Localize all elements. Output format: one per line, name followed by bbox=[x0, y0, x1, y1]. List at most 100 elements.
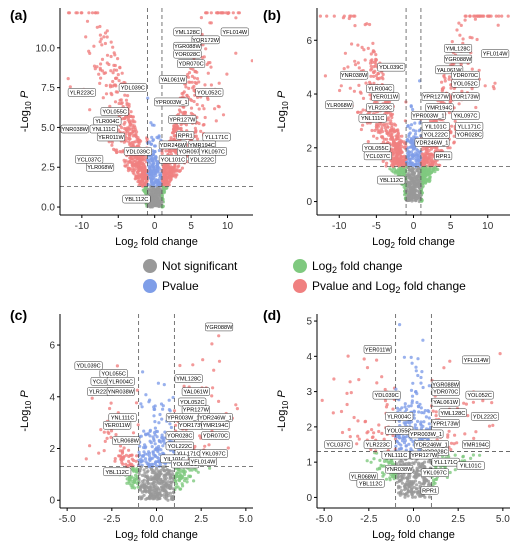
data-point bbox=[207, 443, 211, 447]
data-point bbox=[381, 159, 385, 163]
data-point bbox=[95, 65, 99, 69]
data-point bbox=[391, 475, 395, 479]
data-point bbox=[361, 96, 366, 100]
data-point bbox=[421, 385, 425, 390]
data-point bbox=[421, 424, 425, 428]
data-point bbox=[381, 136, 385, 140]
data-point bbox=[136, 485, 140, 489]
gene-label: YMR194C bbox=[425, 103, 454, 112]
data-point bbox=[154, 466, 159, 470]
data-point bbox=[155, 168, 159, 173]
gene-label: YOL055C bbox=[100, 107, 129, 116]
data-point bbox=[208, 466, 212, 470]
svg-text:YDL222C: YDL222C bbox=[473, 414, 497, 420]
data-point bbox=[109, 40, 113, 44]
data-point bbox=[131, 120, 135, 124]
data-point bbox=[161, 467, 165, 471]
data-point bbox=[153, 156, 157, 160]
data-point bbox=[373, 60, 377, 64]
data-point bbox=[429, 152, 434, 156]
data-point bbox=[403, 119, 407, 123]
data-point bbox=[369, 74, 373, 78]
gene-label: YDL039C bbox=[74, 361, 103, 370]
data-point bbox=[172, 409, 177, 413]
data-point bbox=[217, 399, 221, 403]
data-point bbox=[151, 462, 155, 466]
data-point bbox=[196, 470, 200, 474]
data-point bbox=[448, 359, 452, 363]
data-point bbox=[466, 414, 470, 418]
data-point bbox=[141, 179, 145, 183]
gene-label: YDR070C bbox=[201, 431, 230, 440]
data-point bbox=[411, 495, 415, 499]
data-point bbox=[148, 458, 152, 463]
data-point bbox=[425, 155, 429, 159]
data-point bbox=[408, 183, 412, 187]
data-point bbox=[431, 409, 435, 413]
data-point bbox=[403, 492, 408, 496]
data-point bbox=[180, 92, 184, 96]
data-point bbox=[104, 92, 109, 96]
data-point bbox=[402, 155, 406, 159]
data-point bbox=[409, 388, 414, 392]
data-point bbox=[92, 64, 97, 68]
data-point bbox=[421, 152, 425, 156]
data-point bbox=[125, 103, 129, 107]
data-point bbox=[405, 407, 409, 412]
data-point bbox=[408, 421, 412, 425]
gene-label: YCL037C bbox=[324, 440, 353, 449]
data-point bbox=[411, 480, 415, 484]
data-point bbox=[143, 177, 147, 181]
data-point bbox=[116, 57, 120, 61]
data-point bbox=[460, 89, 464, 93]
data-point bbox=[416, 148, 420, 153]
gene-label: YBL112C bbox=[356, 479, 385, 488]
data-point bbox=[225, 72, 229, 76]
data-point bbox=[468, 35, 472, 40]
data-point bbox=[128, 119, 132, 123]
data-point bbox=[97, 451, 101, 455]
data-point bbox=[400, 150, 404, 154]
data-point bbox=[197, 80, 201, 84]
data-point bbox=[414, 390, 418, 394]
data-point bbox=[148, 497, 152, 501]
data-point bbox=[122, 140, 126, 144]
gene-label: YNR038W bbox=[385, 464, 414, 474]
data-point bbox=[114, 433, 118, 437]
svg-text:YAL061W: YAL061W bbox=[160, 78, 185, 84]
data-point bbox=[385, 161, 389, 165]
gene-label: RPR1 bbox=[176, 131, 195, 140]
data-point bbox=[399, 459, 403, 463]
data-point bbox=[113, 100, 118, 104]
svg-text:YLR068W: YLR068W bbox=[113, 439, 139, 445]
data-point bbox=[98, 33, 102, 37]
data-point bbox=[372, 134, 376, 138]
data-point bbox=[366, 140, 370, 144]
y-tick-label: 6 bbox=[306, 36, 312, 47]
data-point bbox=[98, 40, 102, 44]
data-point bbox=[130, 467, 134, 471]
data-point bbox=[143, 482, 147, 486]
data-point bbox=[405, 434, 409, 438]
data-point bbox=[359, 91, 363, 95]
data-point bbox=[172, 171, 176, 175]
gene-label: YMR194C bbox=[462, 440, 491, 449]
data-point bbox=[380, 471, 385, 475]
data-point bbox=[158, 173, 162, 177]
gene-label: YMR194C bbox=[201, 420, 230, 430]
data-point bbox=[395, 406, 400, 410]
data-point bbox=[149, 171, 153, 175]
data-point bbox=[409, 104, 413, 108]
y-tick-label: 0.0 bbox=[41, 203, 55, 214]
data-point bbox=[181, 470, 185, 474]
data-point bbox=[124, 164, 128, 168]
data-point bbox=[208, 21, 212, 25]
svg-text:YKL097C: YKL097C bbox=[201, 149, 225, 155]
data-point bbox=[111, 71, 115, 75]
svg-text:YPR127W: YPR127W bbox=[411, 453, 438, 459]
data-point bbox=[47, 34, 50, 37]
gene-label: YDR070C bbox=[451, 70, 480, 80]
